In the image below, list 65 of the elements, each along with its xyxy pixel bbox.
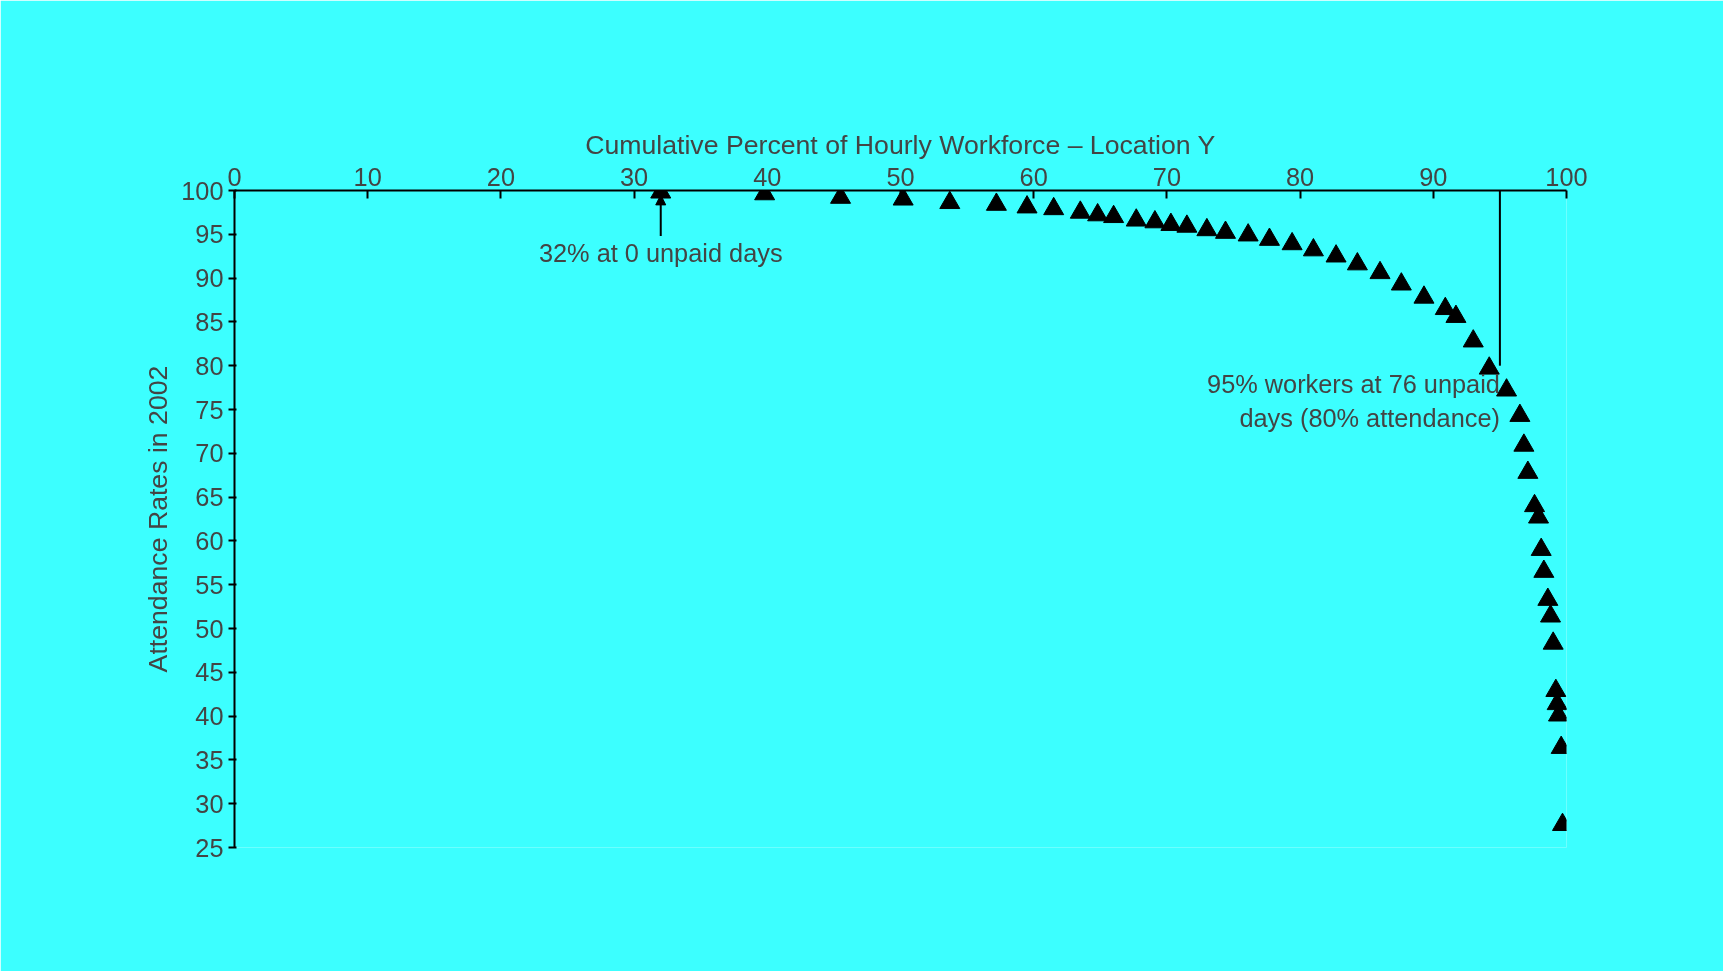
x-tick-label: 0 [227,162,242,191]
point [1540,604,1562,623]
x-tick-label: 100 [1545,162,1588,191]
point [1144,209,1166,229]
point [1069,200,1091,219]
point [1462,329,1484,348]
point [1043,196,1065,216]
y-tick-label: 30 [195,789,224,818]
point [1103,204,1125,224]
y-tick-label: 55 [195,570,224,599]
point [1176,214,1198,233]
x-tick-label: 60 [1019,162,1048,191]
point [1533,559,1555,578]
point [1434,296,1456,316]
point [1478,356,1500,375]
point [1390,272,1412,291]
y-tick-label: 70 [195,439,224,468]
annotation: 95% workers at 76 unpaid days (80% attendance) [1207,370,1500,432]
point [1509,403,1531,422]
point [1215,220,1237,239]
point [1325,244,1347,263]
y-tick-label: 65 [195,483,224,512]
point [892,190,914,206]
point [1016,195,1038,214]
point [1346,252,1368,271]
x-tick-label: 80 [1286,162,1315,191]
y-tick-label: 40 [195,702,224,731]
y-axis-title: Attendance Rates in 2002 [143,365,174,673]
x-tick-label: 50 [886,162,915,191]
point [1160,212,1182,231]
y-tick-label: 60 [195,526,224,555]
point [1237,223,1259,242]
x-tick-label: 90 [1419,162,1448,191]
point [1281,231,1303,251]
y-tick-label: 80 [195,351,224,380]
point [1537,587,1559,606]
x-axis-title: Cumulative Percent of Hourly Workforce – Location Y [585,129,1216,160]
x-tick-label: 10 [353,162,382,191]
y-tick-label: 85 [195,307,224,336]
x-tick-label: 70 [1152,162,1181,191]
x-tick-label: 40 [753,162,782,191]
point [1087,202,1109,222]
y-tick-label: 45 [195,658,224,687]
point [1413,285,1435,304]
point [1445,304,1467,323]
point [985,192,1007,211]
y-tick-label: 25 [195,833,224,862]
point [1369,260,1391,280]
point [1517,460,1539,479]
point [1542,631,1564,650]
y-tick-label: 95 [195,220,224,249]
x-tick-label: 30 [620,162,649,191]
y-tick-label: 75 [195,395,224,424]
x-tick-label: 20 [486,162,515,191]
point [1258,227,1280,246]
y-tick-label: 90 [195,264,224,293]
point [1125,208,1147,227]
point [1302,238,1324,257]
point [1530,537,1552,556]
annotation: 32% at 0 unpaid days [538,238,783,267]
y-tick-label: 50 [195,614,224,643]
point [1196,217,1218,237]
y-tick-label: 35 [195,745,224,774]
point [1513,433,1535,452]
point [939,190,961,210]
